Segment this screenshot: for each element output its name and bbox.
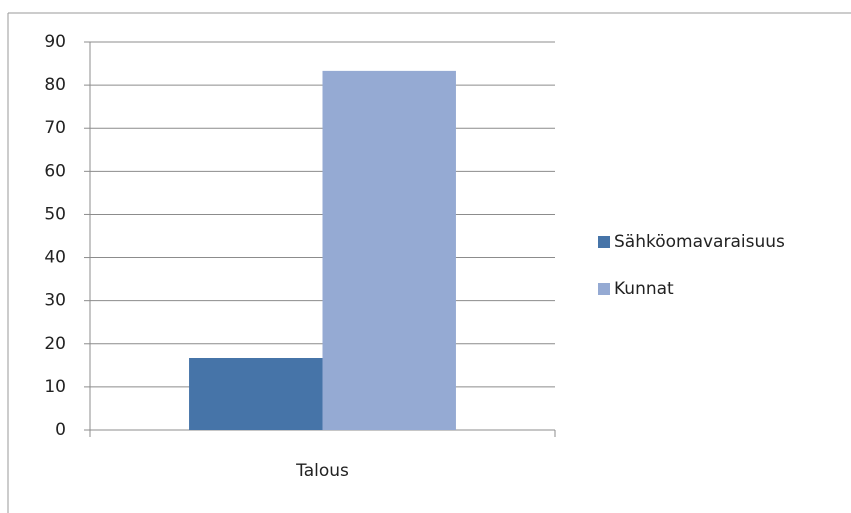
legend-swatch xyxy=(598,283,610,295)
y-tick-label: 10 xyxy=(44,377,66,397)
y-tick-label: 70 xyxy=(44,118,66,138)
y-tick-label: 90 xyxy=(44,32,66,52)
y-tick-label: 30 xyxy=(44,291,66,311)
y-tick-label: 40 xyxy=(44,248,66,268)
legend-swatch xyxy=(598,236,610,248)
legend-label: Kunnat xyxy=(614,279,674,299)
x-tick-label: Talous xyxy=(295,461,349,481)
y-tick-label: 60 xyxy=(44,161,66,181)
bar xyxy=(322,70,456,430)
y-tick-label: 50 xyxy=(44,204,66,224)
bar xyxy=(189,358,323,430)
y-tick-label: 20 xyxy=(44,334,66,354)
legend-label: Sähköomavaraisuus xyxy=(614,232,785,252)
y-tick-label: 0 xyxy=(55,420,66,440)
y-tick-label: 80 xyxy=(44,75,66,95)
